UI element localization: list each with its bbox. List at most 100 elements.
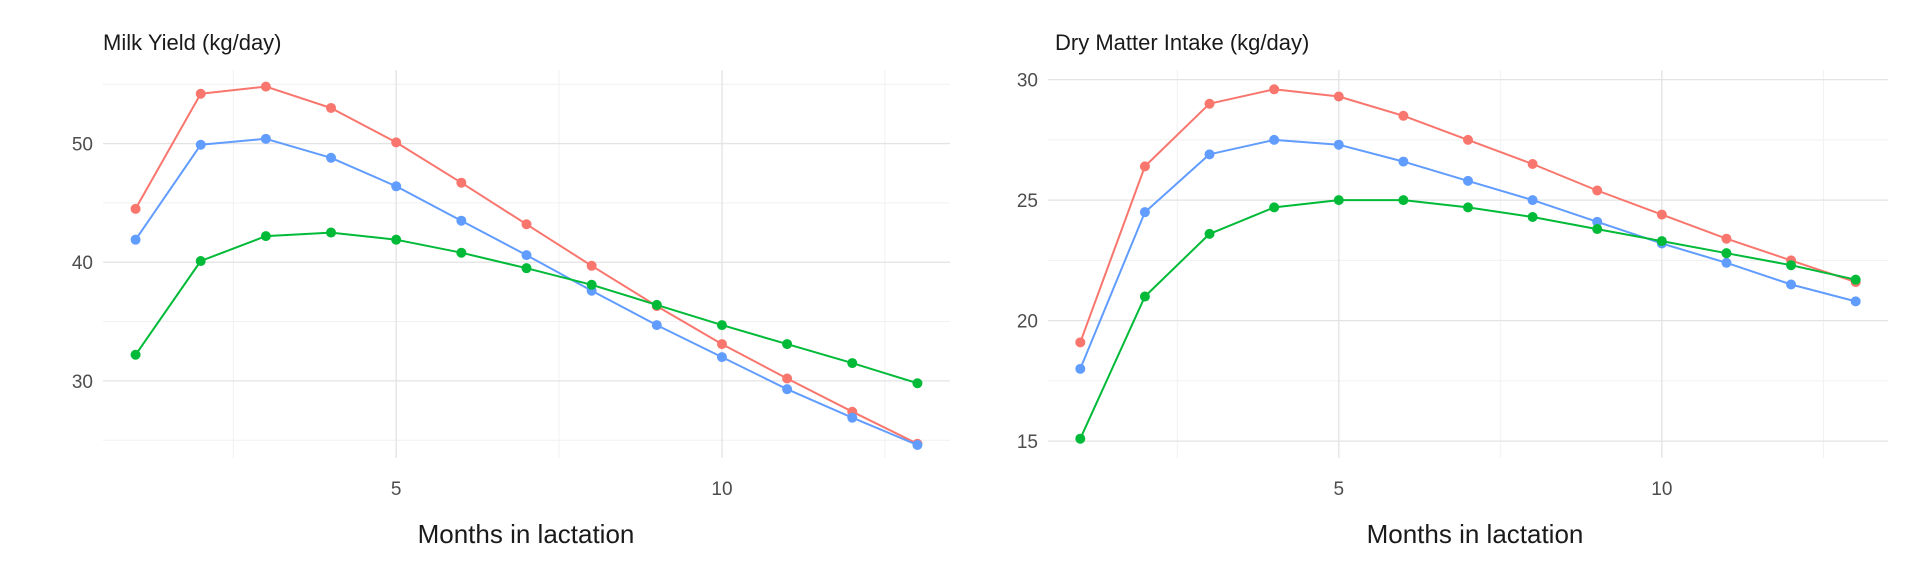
series-0 <box>130 81 923 449</box>
y-tick-label: 40 <box>72 253 93 274</box>
data-point <box>1527 158 1538 169</box>
grid <box>103 70 950 458</box>
x-tick-label: 10 <box>1651 479 1672 500</box>
data-point <box>912 439 923 450</box>
series-line <box>134 137 918 446</box>
data-point <box>1398 110 1409 121</box>
x-axis-label: Months in lactation <box>418 519 635 549</box>
data-point <box>326 102 337 113</box>
data-point <box>1204 228 1215 239</box>
data-point <box>651 320 662 331</box>
data-point <box>1398 156 1409 167</box>
series-2 <box>1075 195 1861 444</box>
series-1 <box>1075 134 1861 374</box>
data-point <box>260 133 271 144</box>
series-line <box>1079 138 1856 370</box>
data-point <box>1398 195 1409 206</box>
x-axis-label: Months in lactation <box>1367 519 1584 549</box>
y-tick-label: 20 <box>1017 312 1038 333</box>
data-point <box>1204 98 1215 109</box>
data-point <box>1592 185 1603 196</box>
y-tick-label: 30 <box>1017 71 1038 92</box>
milk-yield-panel: 5 10 30 40 50 Milk Yield (kg/day) Months in la… <box>72 30 950 549</box>
data-point <box>1139 291 1150 302</box>
data-point <box>847 358 858 369</box>
data-point <box>130 234 141 245</box>
data-point <box>651 299 662 310</box>
data-point <box>195 139 206 150</box>
data-point <box>716 339 727 350</box>
data-point <box>782 339 793 350</box>
data-point <box>1656 209 1667 220</box>
series-line <box>1079 199 1856 440</box>
data-point <box>782 384 793 395</box>
y-tick-label: 25 <box>1017 191 1038 212</box>
data-point <box>260 81 271 92</box>
data-point <box>1333 195 1344 206</box>
data-point <box>1721 233 1732 244</box>
data-point <box>521 250 532 261</box>
data-point <box>912 378 923 389</box>
data-point <box>130 349 141 360</box>
data-point <box>456 247 467 258</box>
series-2 <box>130 227 923 389</box>
data-point <box>1269 202 1280 213</box>
series-1 <box>130 133 923 450</box>
data-point <box>195 256 206 267</box>
x-tick-label: 10 <box>711 479 732 500</box>
data-point <box>456 177 467 188</box>
data-point <box>1850 296 1861 307</box>
y-tick-label: 30 <box>72 372 93 393</box>
data-point <box>130 203 141 214</box>
data-point <box>716 352 727 363</box>
data-point <box>1850 274 1861 285</box>
data-point <box>456 215 467 226</box>
x-tick-label: 5 <box>1333 479 1344 500</box>
data-point <box>1463 134 1473 145</box>
data-point <box>195 88 206 99</box>
x-tick-label: 5 <box>391 479 402 500</box>
data-point <box>1721 257 1732 268</box>
data-point <box>1204 149 1215 160</box>
data-point <box>1269 134 1280 145</box>
data-point <box>1527 212 1538 223</box>
data-point <box>1333 91 1344 102</box>
data-point <box>1269 84 1280 95</box>
data-point <box>1721 248 1732 259</box>
data-point <box>1075 337 1086 348</box>
data-point <box>1592 224 1603 235</box>
y-tick-label: 15 <box>1017 432 1038 453</box>
data-point <box>391 234 402 245</box>
data-point <box>521 219 532 230</box>
data-point <box>782 373 793 384</box>
data-point <box>1786 260 1797 271</box>
data-point <box>716 320 727 331</box>
data-point <box>847 412 858 423</box>
data-point <box>586 260 597 271</box>
data-point <box>1592 216 1603 227</box>
data-point <box>326 227 337 238</box>
data-point <box>1333 139 1344 150</box>
data-point <box>1139 161 1150 172</box>
data-point <box>1075 363 1086 374</box>
data-point <box>1463 175 1473 186</box>
data-point <box>1139 207 1150 218</box>
data-point <box>586 279 597 290</box>
data-point <box>1527 195 1538 206</box>
y-tick-label: 50 <box>72 135 93 156</box>
series-line <box>1079 88 1857 343</box>
data-point <box>1786 279 1797 290</box>
grid <box>1048 70 1888 458</box>
series-0 <box>1075 84 1861 348</box>
data-point <box>1656 236 1667 247</box>
data-point <box>391 181 402 192</box>
data-point <box>521 263 532 274</box>
chart-title: Dry Matter Intake (kg/day) <box>1055 30 1309 55</box>
data-point <box>1075 433 1086 444</box>
data-point <box>391 137 402 148</box>
data-point <box>1463 202 1473 213</box>
data-point <box>326 152 337 163</box>
chart-title: Milk Yield (kg/day) <box>103 30 282 55</box>
